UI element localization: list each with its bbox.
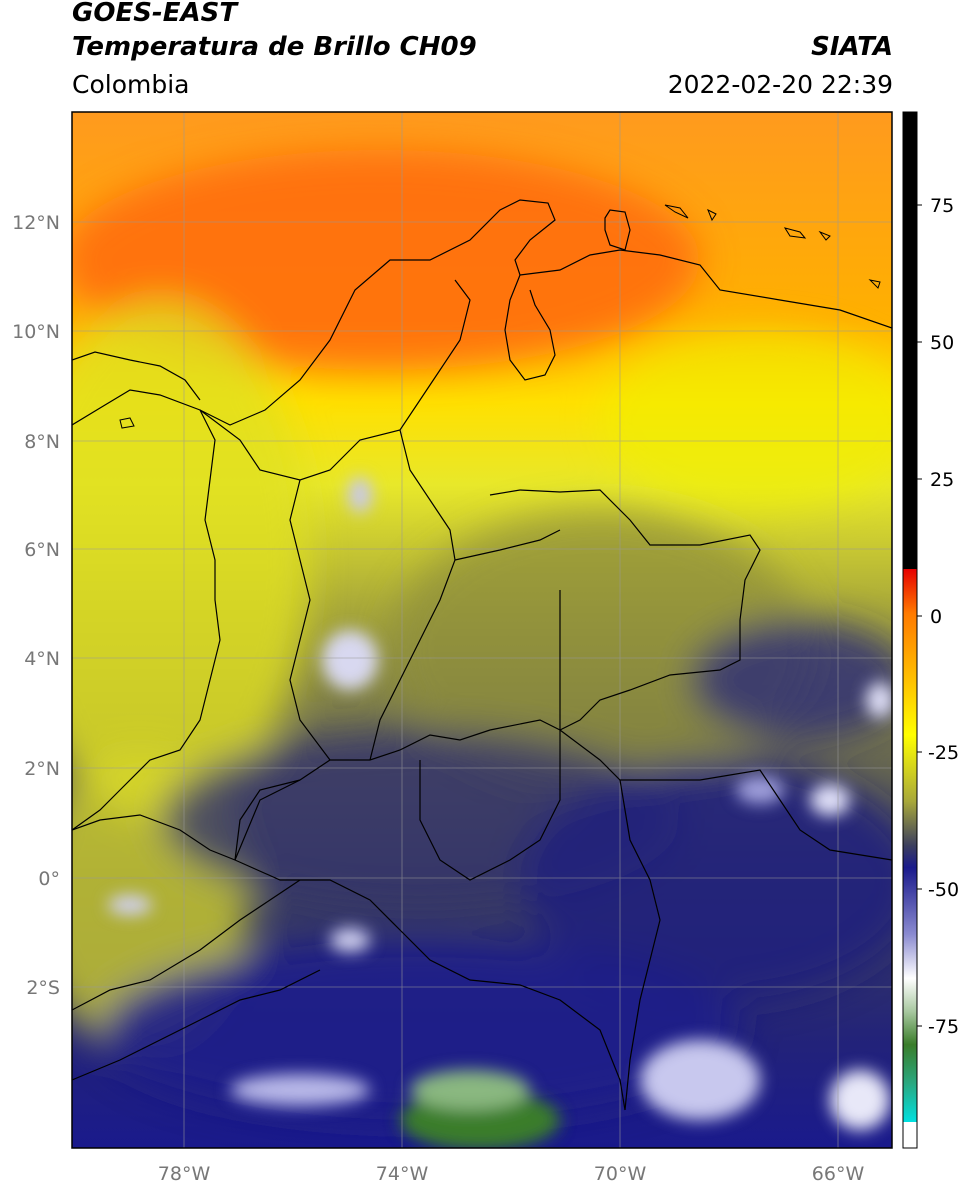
lat-label-0: 0° [38,868,60,890]
lat-label-12n: 12°N [12,212,60,234]
colorbar-label-25: 25 [930,469,954,491]
colorbar-label-75: 75 [930,195,954,217]
map-frame [71,111,893,1149]
lat-tick-labels: 12°N 10°N 8°N 6°N 4°N 2°N 0° 2°S [12,212,60,999]
lat-label-4n: 4°N [24,648,60,670]
colorbar-label-50: 50 [930,332,954,354]
colorbar-label-minus75: -75 [928,1016,959,1038]
lon-label-66w: 66°W [812,1163,865,1185]
colorbar-frame [902,111,918,1149]
colorbar-label-minus50: -50 [928,879,959,901]
colorbar-label-minus25: -25 [928,742,959,764]
timestamp-label: 2022-02-20 22:39 [667,70,893,99]
region-label: Colombia [72,70,190,99]
colorbar-white-segment [903,1122,917,1148]
lat-label-8n: 8°N [24,431,60,453]
lat-label-2s: 2°S [26,977,60,999]
lon-label-74w: 74°W [376,1163,429,1185]
lat-label-2n: 2°N [24,758,60,780]
title-line1: GOES-EAST [72,0,238,28]
colorbar-gradient [903,569,917,1122]
lat-label-6n: 6°N [24,539,60,561]
brand-label: SIATA [811,32,893,62]
colorbar-black-segment [903,112,917,569]
colorbar-label-0: 0 [930,606,942,628]
satellite-image [72,112,892,1148]
lon-label-70w: 70°W [594,1163,647,1185]
colorbar: 75 50 25 0 -25 -50 -75 [902,111,959,1149]
lon-label-78w: 78°W [158,1163,211,1185]
title-line2: Temperatura de Brillo CH09 [72,32,477,62]
lon-tick-labels: 78°W 74°W 70°W 66°W [158,1163,865,1185]
lat-label-10n: 10°N [12,321,60,343]
